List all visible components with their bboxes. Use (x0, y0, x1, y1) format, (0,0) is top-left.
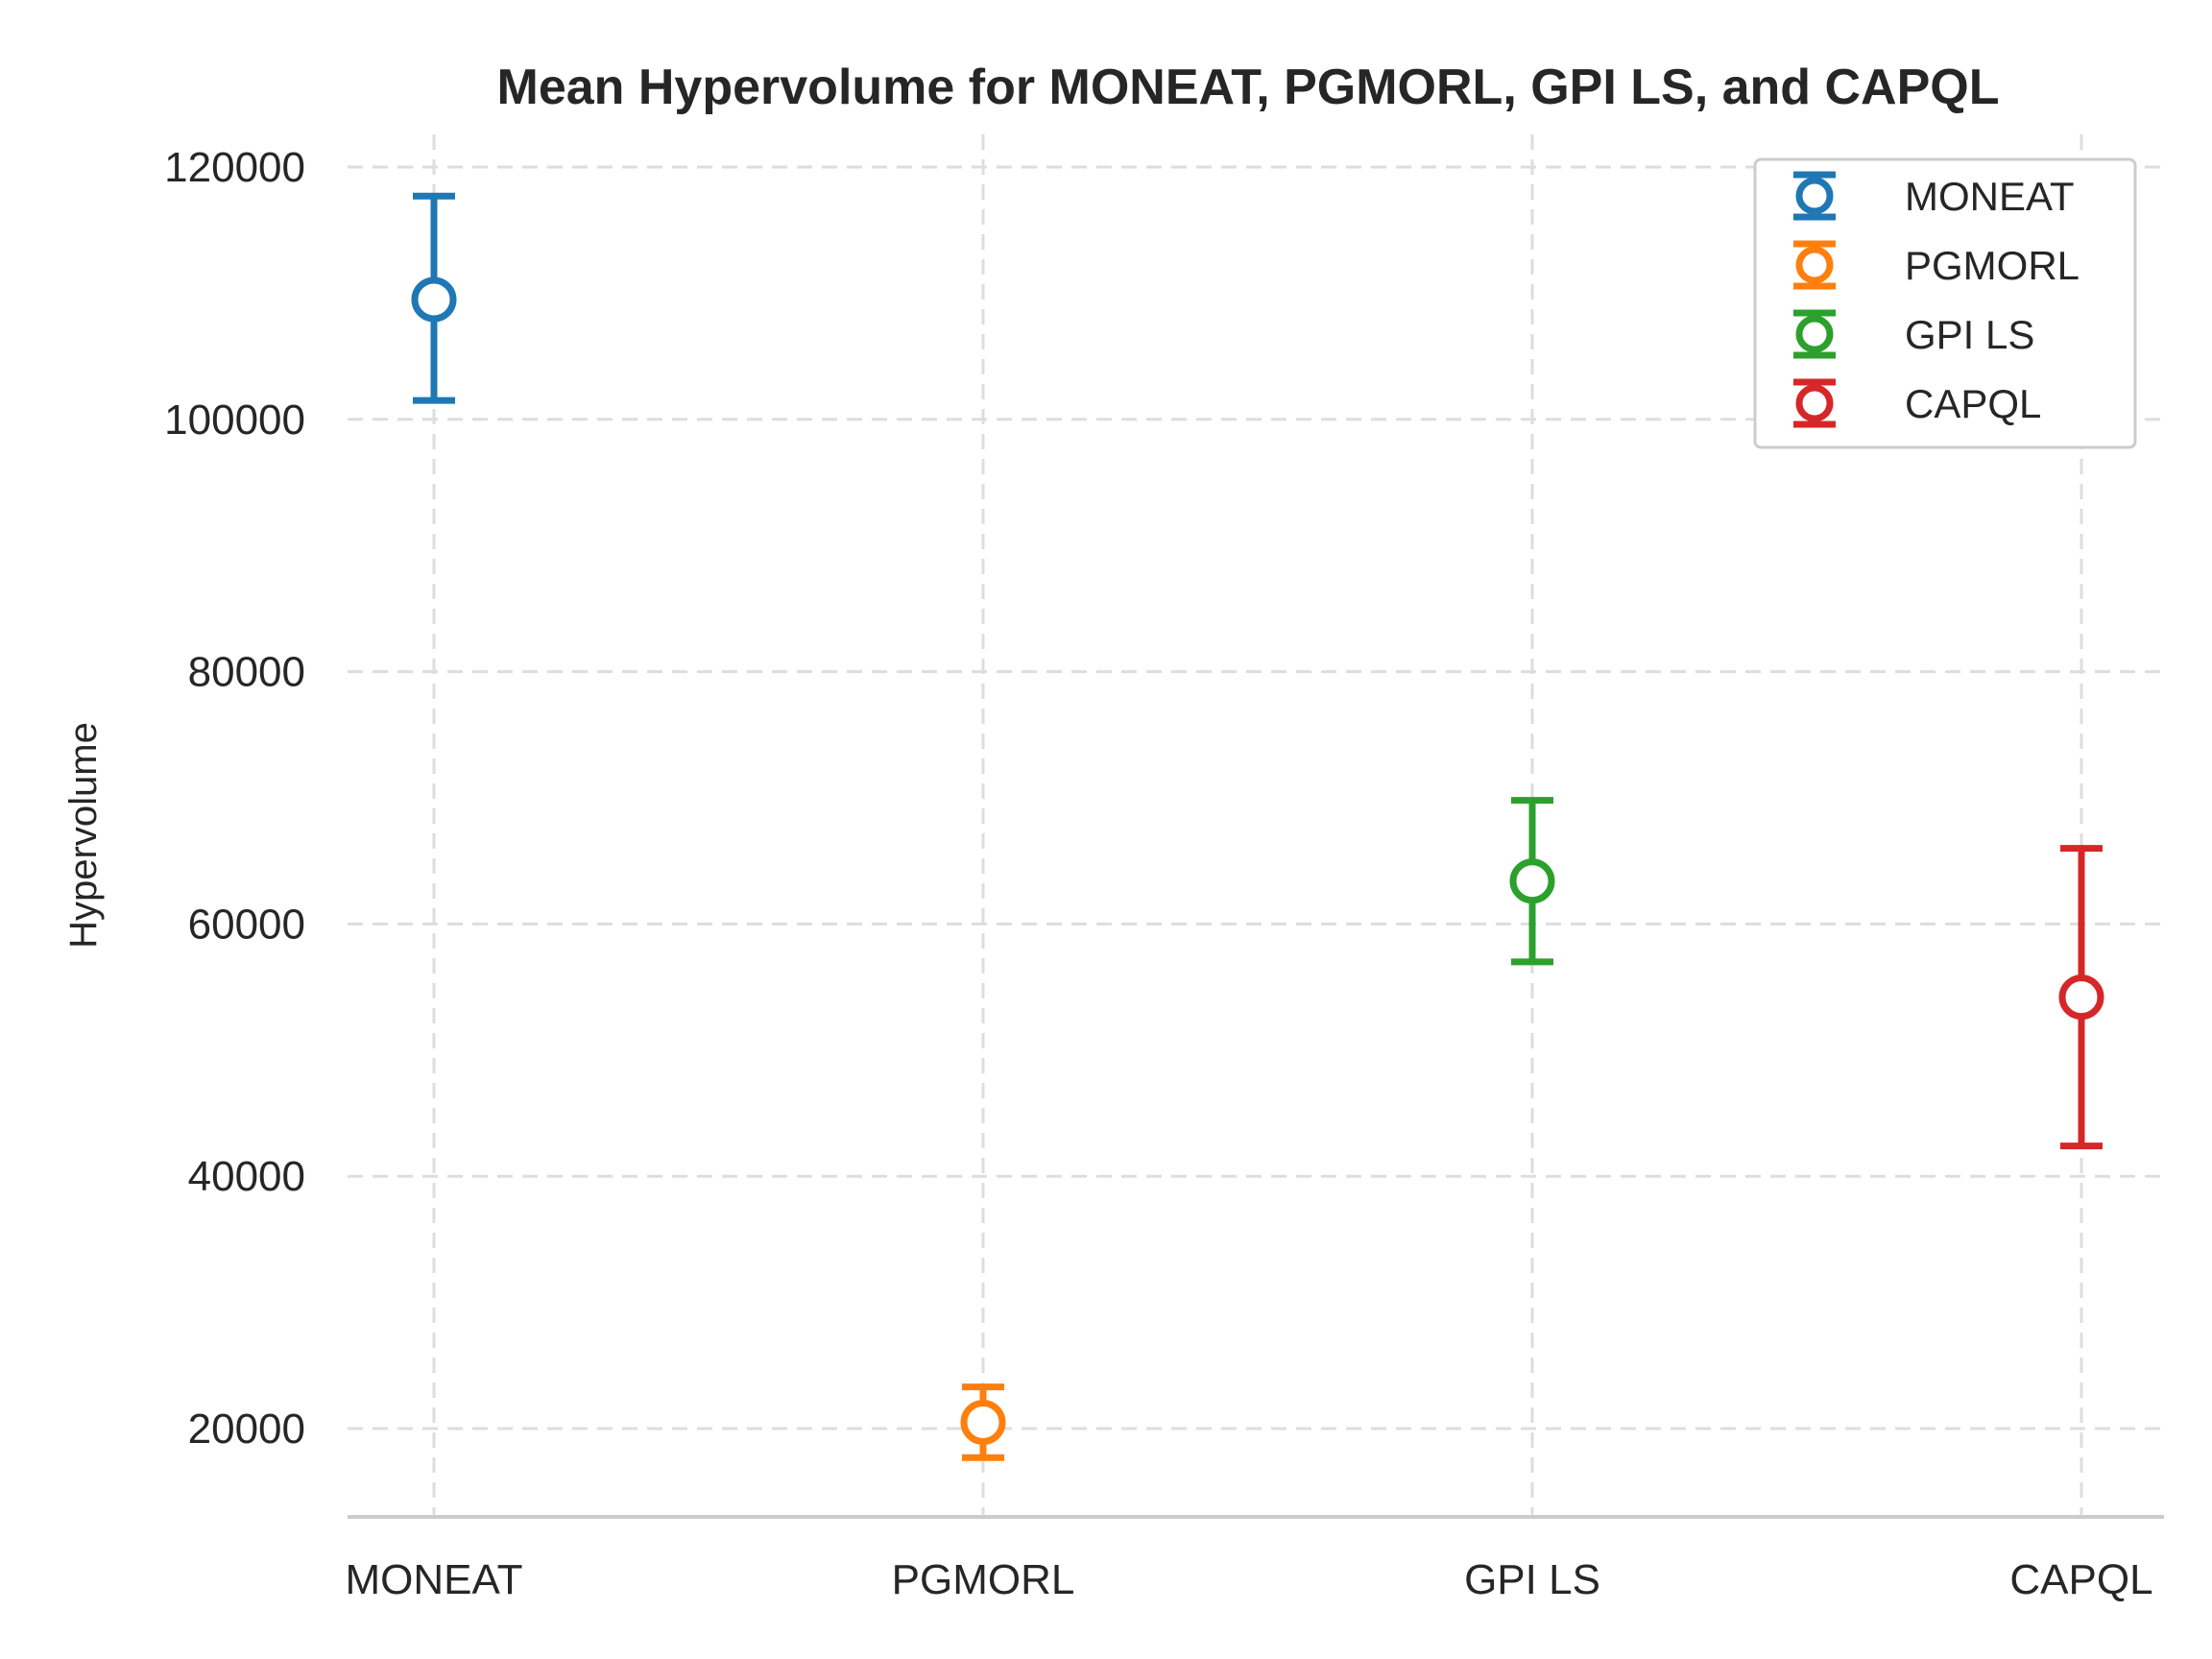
legend-label: CAPQL (1905, 381, 2041, 426)
y-tick-label: 20000 (188, 1406, 305, 1453)
y-tick-labels: 20000 40000 60000 80000 100000 120000 (164, 144, 305, 1453)
legend-item: MONEAT (1793, 171, 2075, 221)
series-moneat (411, 192, 457, 404)
data-series (411, 192, 2104, 1461)
legend: MONEAT PGMORL GPI LS CAPQL (1753, 157, 2137, 449)
legend-marker (1795, 315, 1834, 353)
y-tick-label: 120000 (164, 144, 305, 191)
x-tick-label: PGMORL (892, 1556, 1075, 1603)
x-tick-label: GPI LS (1464, 1556, 1600, 1603)
x-tick-labels: MONEAT PGMORL GPI LS CAPQL (346, 1556, 2153, 1603)
legend-item: CAPQL (1793, 378, 2041, 428)
y-tick-label: 80000 (188, 649, 305, 696)
legend-item: GPI LS (1793, 309, 2034, 359)
y-tick-label: 40000 (188, 1153, 305, 1200)
chart-title: Mean Hypervolume for MONEAT, PGMORL, GPI… (497, 60, 2000, 115)
mean-point (960, 1399, 1006, 1445)
series-gpi-ls (1509, 797, 1555, 966)
legend-marker (1795, 384, 1834, 422)
x-tick-label: MONEAT (346, 1556, 523, 1603)
mean-point (411, 276, 457, 323)
legend-label: PGMORL (1905, 243, 2080, 288)
series-pgmorl (960, 1383, 1006, 1461)
mean-point (1509, 858, 1555, 904)
series-capql (2058, 845, 2104, 1150)
y-axis-label: Hypervolume (62, 722, 105, 949)
legend-label: MONEAT (1905, 174, 2075, 219)
legend-frame (1753, 157, 2137, 449)
legend-item: PGMORL (1793, 240, 2080, 290)
legend-marker (1795, 177, 1834, 215)
legend-marker (1795, 246, 1834, 284)
x-tick-label: CAPQL (2009, 1556, 2152, 1603)
y-tick-label: 100000 (164, 397, 305, 444)
y-tick-label: 60000 (188, 901, 305, 948)
mean-point (2058, 974, 2104, 1021)
legend-label: GPI LS (1905, 312, 2034, 357)
